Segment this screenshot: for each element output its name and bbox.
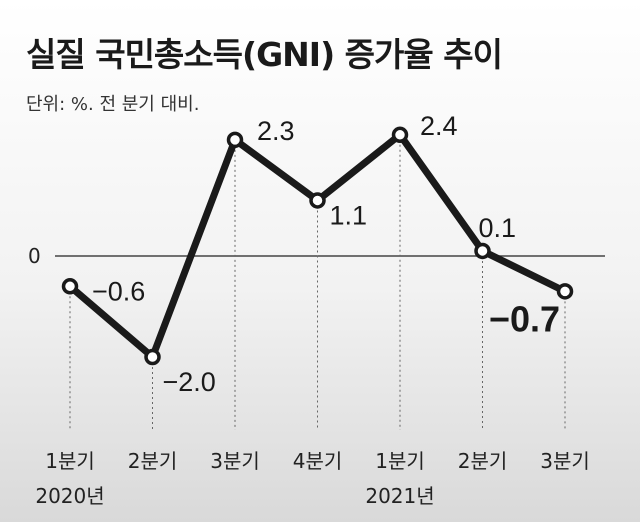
data-point	[61, 278, 79, 295]
year-label: 2021년	[365, 484, 434, 508]
x-tick-label: 3분기	[210, 449, 260, 473]
data-point	[474, 242, 491, 260]
data-label: −0.6	[92, 276, 145, 306]
data-label: 0.1	[479, 213, 517, 243]
x-tick-label: 1분기	[375, 449, 425, 473]
data-label: 1.1	[330, 200, 368, 230]
unit-caption: 단위: %. 전 분기 대비.	[26, 94, 200, 115]
data-label: −2.0	[163, 367, 216, 397]
data-point	[391, 126, 409, 144]
data-point	[226, 131, 244, 149]
x-tick-label: 4분기	[293, 449, 343, 473]
x-tick-label: 3분기	[540, 449, 590, 473]
data-point	[144, 348, 161, 366]
data-point	[309, 192, 326, 209]
data-label: 2.4	[420, 111, 458, 141]
zero-tick-label: 0	[28, 244, 41, 268]
chart-title: 실질 국민총소득(GNI) 증가율 추이	[26, 35, 503, 74]
x-tick-label: 2분기	[458, 449, 508, 473]
data-point	[556, 283, 574, 300]
x-tick-label: 2분기	[128, 449, 178, 473]
data-label: 2.3	[257, 116, 295, 146]
data-label: −0.7	[489, 298, 560, 339]
x-tick-label: 1분기	[45, 449, 95, 473]
year-label: 2020년	[35, 484, 104, 508]
